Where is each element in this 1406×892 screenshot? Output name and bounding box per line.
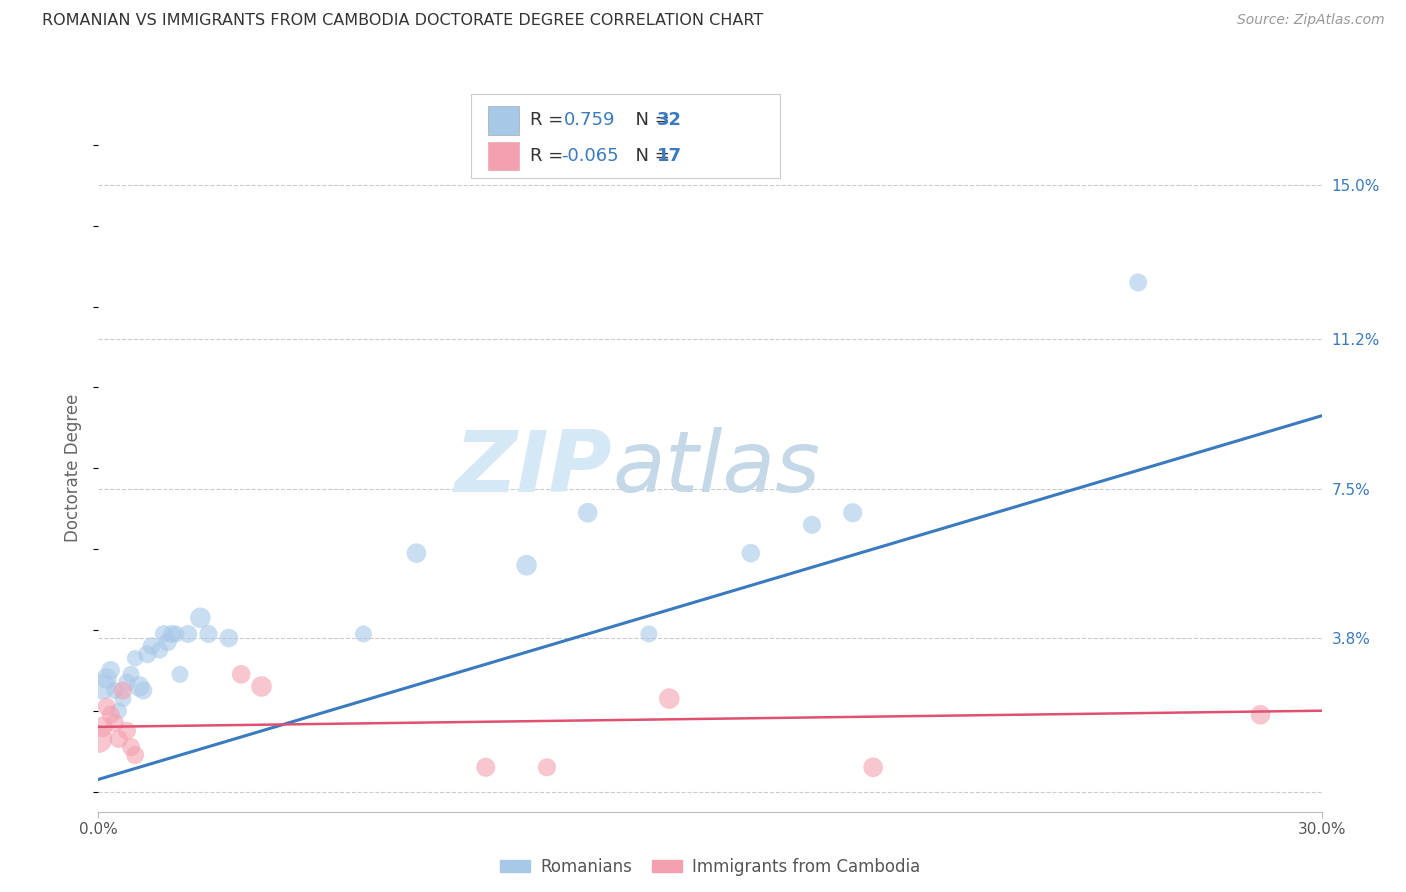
Point — [104, 715, 127, 730]
Point — [169, 667, 191, 681]
Text: atlas: atlas — [612, 426, 820, 510]
Point — [96, 672, 118, 686]
Text: R =: R = — [530, 147, 569, 165]
Point — [405, 546, 427, 560]
Point — [231, 667, 253, 681]
Point — [91, 680, 114, 694]
Point — [188, 611, 212, 625]
Point — [156, 635, 179, 649]
Point — [104, 683, 127, 698]
Point — [87, 731, 110, 746]
Text: N =: N = — [624, 147, 676, 165]
Point — [177, 627, 200, 641]
Point — [120, 667, 142, 681]
Text: ROMANIAN VS IMMIGRANTS FROM CAMBODIA DOCTORATE DEGREE CORRELATION CHART: ROMANIAN VS IMMIGRANTS FROM CAMBODIA DOC… — [42, 13, 763, 29]
Point — [91, 720, 114, 734]
Point — [124, 651, 146, 665]
Point — [160, 627, 183, 641]
Text: -0.065: -0.065 — [561, 147, 619, 165]
Point — [96, 699, 118, 714]
Text: Source: ZipAtlas.com: Source: ZipAtlas.com — [1237, 13, 1385, 28]
Point — [100, 707, 122, 722]
Point — [165, 627, 187, 641]
Text: R =: R = — [530, 112, 575, 129]
Point — [120, 740, 142, 755]
Point — [516, 558, 538, 573]
Point — [638, 627, 661, 641]
Point — [149, 643, 172, 657]
Point — [862, 760, 884, 774]
Point — [128, 680, 150, 694]
Point — [841, 506, 863, 520]
Point — [801, 517, 824, 532]
Point — [536, 760, 558, 774]
Point — [250, 680, 273, 694]
Point — [124, 748, 146, 763]
Point — [352, 627, 374, 641]
Point — [1249, 707, 1271, 722]
Point — [576, 506, 599, 520]
Point — [197, 627, 219, 641]
Text: 0.759: 0.759 — [564, 112, 616, 129]
Point — [136, 647, 159, 661]
Point — [111, 691, 134, 706]
Point — [108, 731, 131, 746]
Point — [152, 627, 174, 641]
Point — [141, 639, 163, 653]
Point — [474, 760, 498, 774]
Point — [100, 663, 122, 677]
Point — [115, 723, 138, 738]
Text: 32: 32 — [657, 112, 682, 129]
Point — [111, 683, 134, 698]
Point — [132, 683, 155, 698]
Text: 17: 17 — [657, 147, 682, 165]
Text: ZIP: ZIP — [454, 426, 612, 510]
Text: N =: N = — [624, 112, 676, 129]
Point — [108, 704, 131, 718]
Point — [115, 675, 138, 690]
Point — [218, 631, 240, 645]
Legend: Romanians, Immigrants from Cambodia: Romanians, Immigrants from Cambodia — [494, 851, 927, 882]
Point — [1128, 276, 1150, 290]
Y-axis label: Doctorate Degree: Doctorate Degree — [65, 394, 83, 542]
Point — [740, 546, 762, 560]
Point — [658, 691, 681, 706]
